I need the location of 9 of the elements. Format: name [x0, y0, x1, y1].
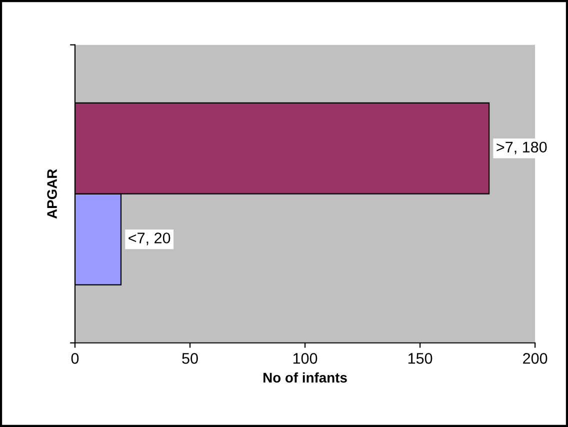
- x-axis-title: No of infants: [264, 372, 347, 383]
- x-tick-label: 0: [71, 353, 79, 364]
- x-tick-label: 50: [182, 353, 198, 364]
- x-tick-label: 200: [523, 353, 548, 364]
- data-label: <7, 20: [128, 232, 170, 246]
- y-axis-title: APGAR: [47, 169, 57, 219]
- data-label: >7, 180: [496, 142, 547, 154]
- x-tick-label: 150: [408, 353, 432, 364]
- x-tick-label: 100: [293, 353, 318, 364]
